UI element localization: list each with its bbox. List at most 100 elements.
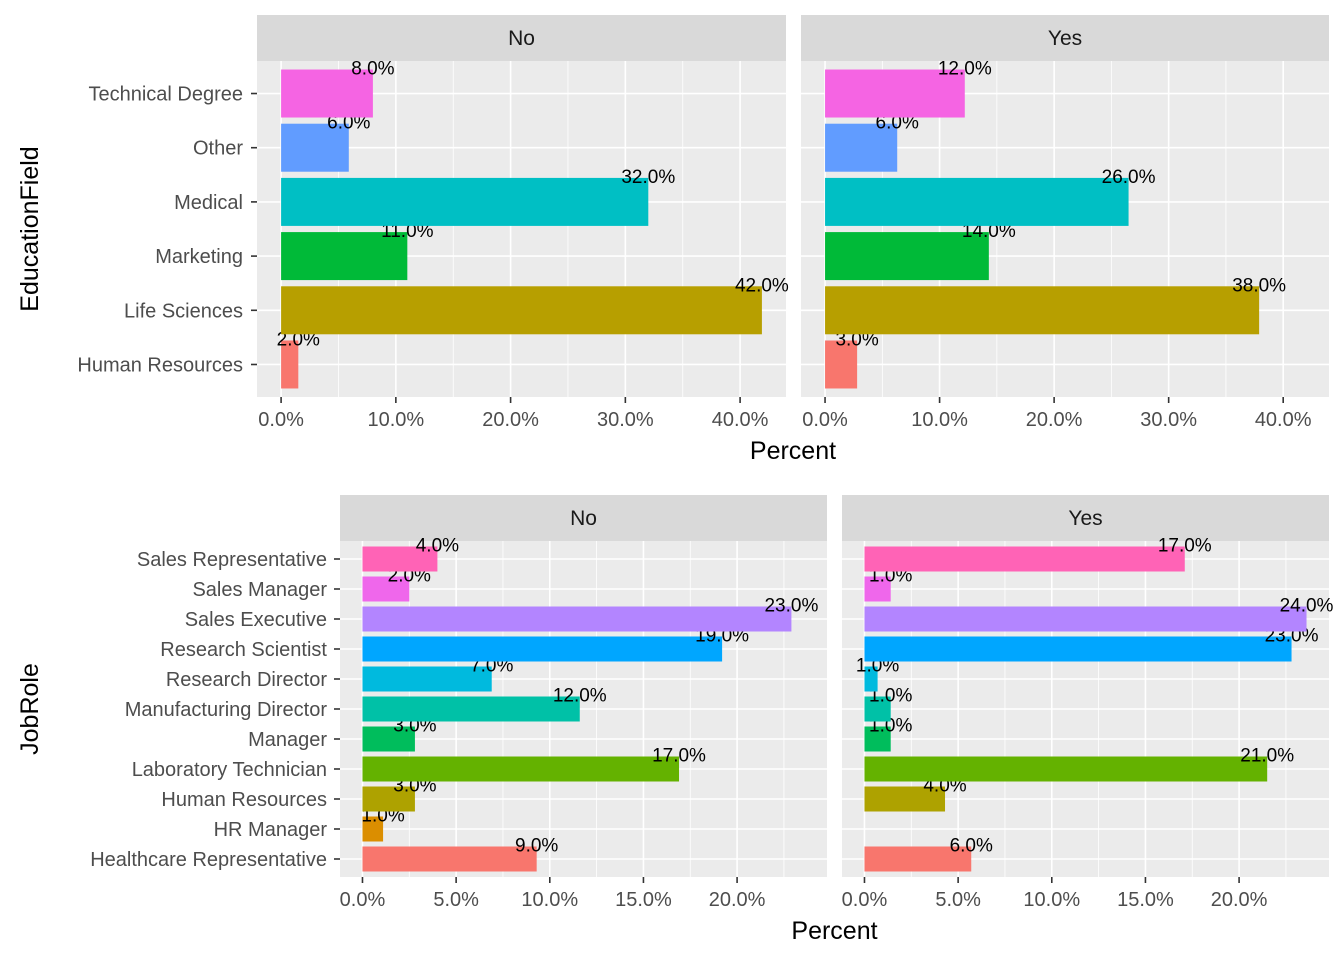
bar [362,846,537,872]
bar-value-label: 3.0% [835,329,878,350]
bar-value-label: 1.0% [869,686,912,707]
bar [362,696,580,722]
bar [362,786,415,812]
bar [825,340,858,389]
x-tick-label: 20.0% [1211,889,1268,911]
bar [362,816,384,842]
bar-value-label: 26.0% [1102,167,1156,188]
x-tick-label: 15.0% [615,889,672,911]
bar [864,636,1292,662]
bar [281,123,349,172]
bar-value-label: 21.0% [1240,746,1294,767]
y-tick-label: Research Director [166,669,328,691]
facet-strip-label: No [508,27,535,50]
facet-panel-yes: Yes6.0%4.0%21.0%1.0%1.0%1.0%23.0%24.0%1.… [842,495,1334,911]
facet-strip [257,15,786,61]
bar-value-label: 32.0% [621,167,675,188]
facet-panel-no: No 2.0% 42.0% 11.0% 32.0% 6.0% 8.0% 0.0% 10.0% 20… [257,15,789,431]
x-tick-label: 20.0% [482,409,539,431]
x-axis-title: Percent [791,917,877,945]
y-tick-label: Other [193,138,243,160]
bar [825,232,989,281]
facet-strip-label: No [570,507,597,530]
x-tick-label: 0.0% [340,889,386,911]
bar [864,786,946,812]
bar-value-label: 6.0% [327,113,370,134]
x-tick-label: 10.0% [911,409,968,431]
bar-value-label: 24.0% [1280,596,1334,617]
bar-value-label: 9.0% [515,836,558,857]
x-tick-label: 30.0% [1140,409,1197,431]
bar-value-label: 17.0% [1158,536,1212,557]
x-tick-label: 5.0% [433,889,479,911]
y-tick-label: Human Resources [77,354,243,376]
y-axis-title: EducationField [16,146,44,311]
bar-value-label: 4.0% [416,536,459,557]
bar [864,726,891,752]
x-tick-label: 20.0% [709,889,766,911]
bar [362,756,680,782]
bar [864,666,878,692]
bar [281,69,373,118]
bar [362,636,723,662]
bar [362,606,792,632]
x-tick-label: 10.0% [1023,889,1080,911]
x-axis-title: Percent [750,437,836,465]
x-tick-label: 0.0% [842,889,888,911]
bar-value-label: 17.0% [652,746,706,767]
y-axis-title: JobRole [16,663,44,755]
y-tick-label: Research Scientist [160,639,327,661]
y-tick-label: Life Sciences [124,300,243,322]
bar [825,123,898,172]
facet-panel-yes: Yes 3.0% 38.0% 14.0% 26.0% 6.0% 12.0% 0.0% 10.0%… [801,15,1329,431]
x-tick-label: 15.0% [1117,889,1174,911]
bar [864,696,891,722]
bar [362,576,410,602]
bar [825,177,1129,226]
facet-strip [801,15,1329,61]
y-tick-label: Human Resources [161,789,327,811]
bar [864,576,891,602]
bar-value-label: 2.0% [277,329,320,350]
bar [281,177,649,226]
x-tick-label: 40.0% [1255,409,1312,431]
bar [864,606,1307,632]
chart-educationfield: No 2.0% 42.0% 11.0% 32.0% 6.0% 8.0% 0.0% 10.0% 20… [16,15,1329,465]
x-tick-label: 20.0% [1026,409,1083,431]
facet-strip-label: Yes [1068,507,1102,530]
facet-strip-label: Yes [1048,27,1082,50]
bar-value-label: 8.0% [351,59,394,80]
y-tick-label: Medical [174,192,243,214]
bar [362,726,415,752]
bar-value-label: 6.0% [876,113,919,134]
y-tick-label: Manager [248,729,327,751]
bar-value-label: 12.0% [553,686,607,707]
bar [825,69,965,118]
facet-strip [842,495,1329,541]
x-tick-label: 30.0% [597,409,654,431]
x-tick-label: 0.0% [802,409,848,431]
bar-value-label: 6.0% [950,836,993,857]
bar [864,846,972,872]
x-tick-label: 0.0% [258,409,304,431]
y-tick-label: Laboratory Technician [132,759,327,781]
x-tick-label: 40.0% [712,409,769,431]
y-tick-label: Manufacturing Director [125,699,328,721]
y-tick-label: HR Manager [214,819,328,841]
bar-value-label: 12.0% [938,59,992,80]
bar [281,232,408,281]
y-tick-label: Sales Representative [137,549,327,571]
bar-value-label: 23.0% [764,596,818,617]
y-tick-label: Sales Executive [185,609,327,631]
bar [864,546,1185,572]
x-tick-label: 5.0% [935,889,981,911]
x-tick-label: 10.0% [521,889,578,911]
bar-value-label: 11.0% [381,221,434,242]
chart-jobrole: No9.0%1.0%3.0%17.0%3.0%12.0%7.0%19.0%23.… [16,495,1334,945]
bar [281,340,299,389]
y-tick-label: Marketing [155,246,243,268]
facet-panel-no: No9.0%1.0%3.0%17.0%3.0%12.0%7.0%19.0%23.… [340,495,827,911]
bar [864,756,1268,782]
facet-strip [340,495,827,541]
